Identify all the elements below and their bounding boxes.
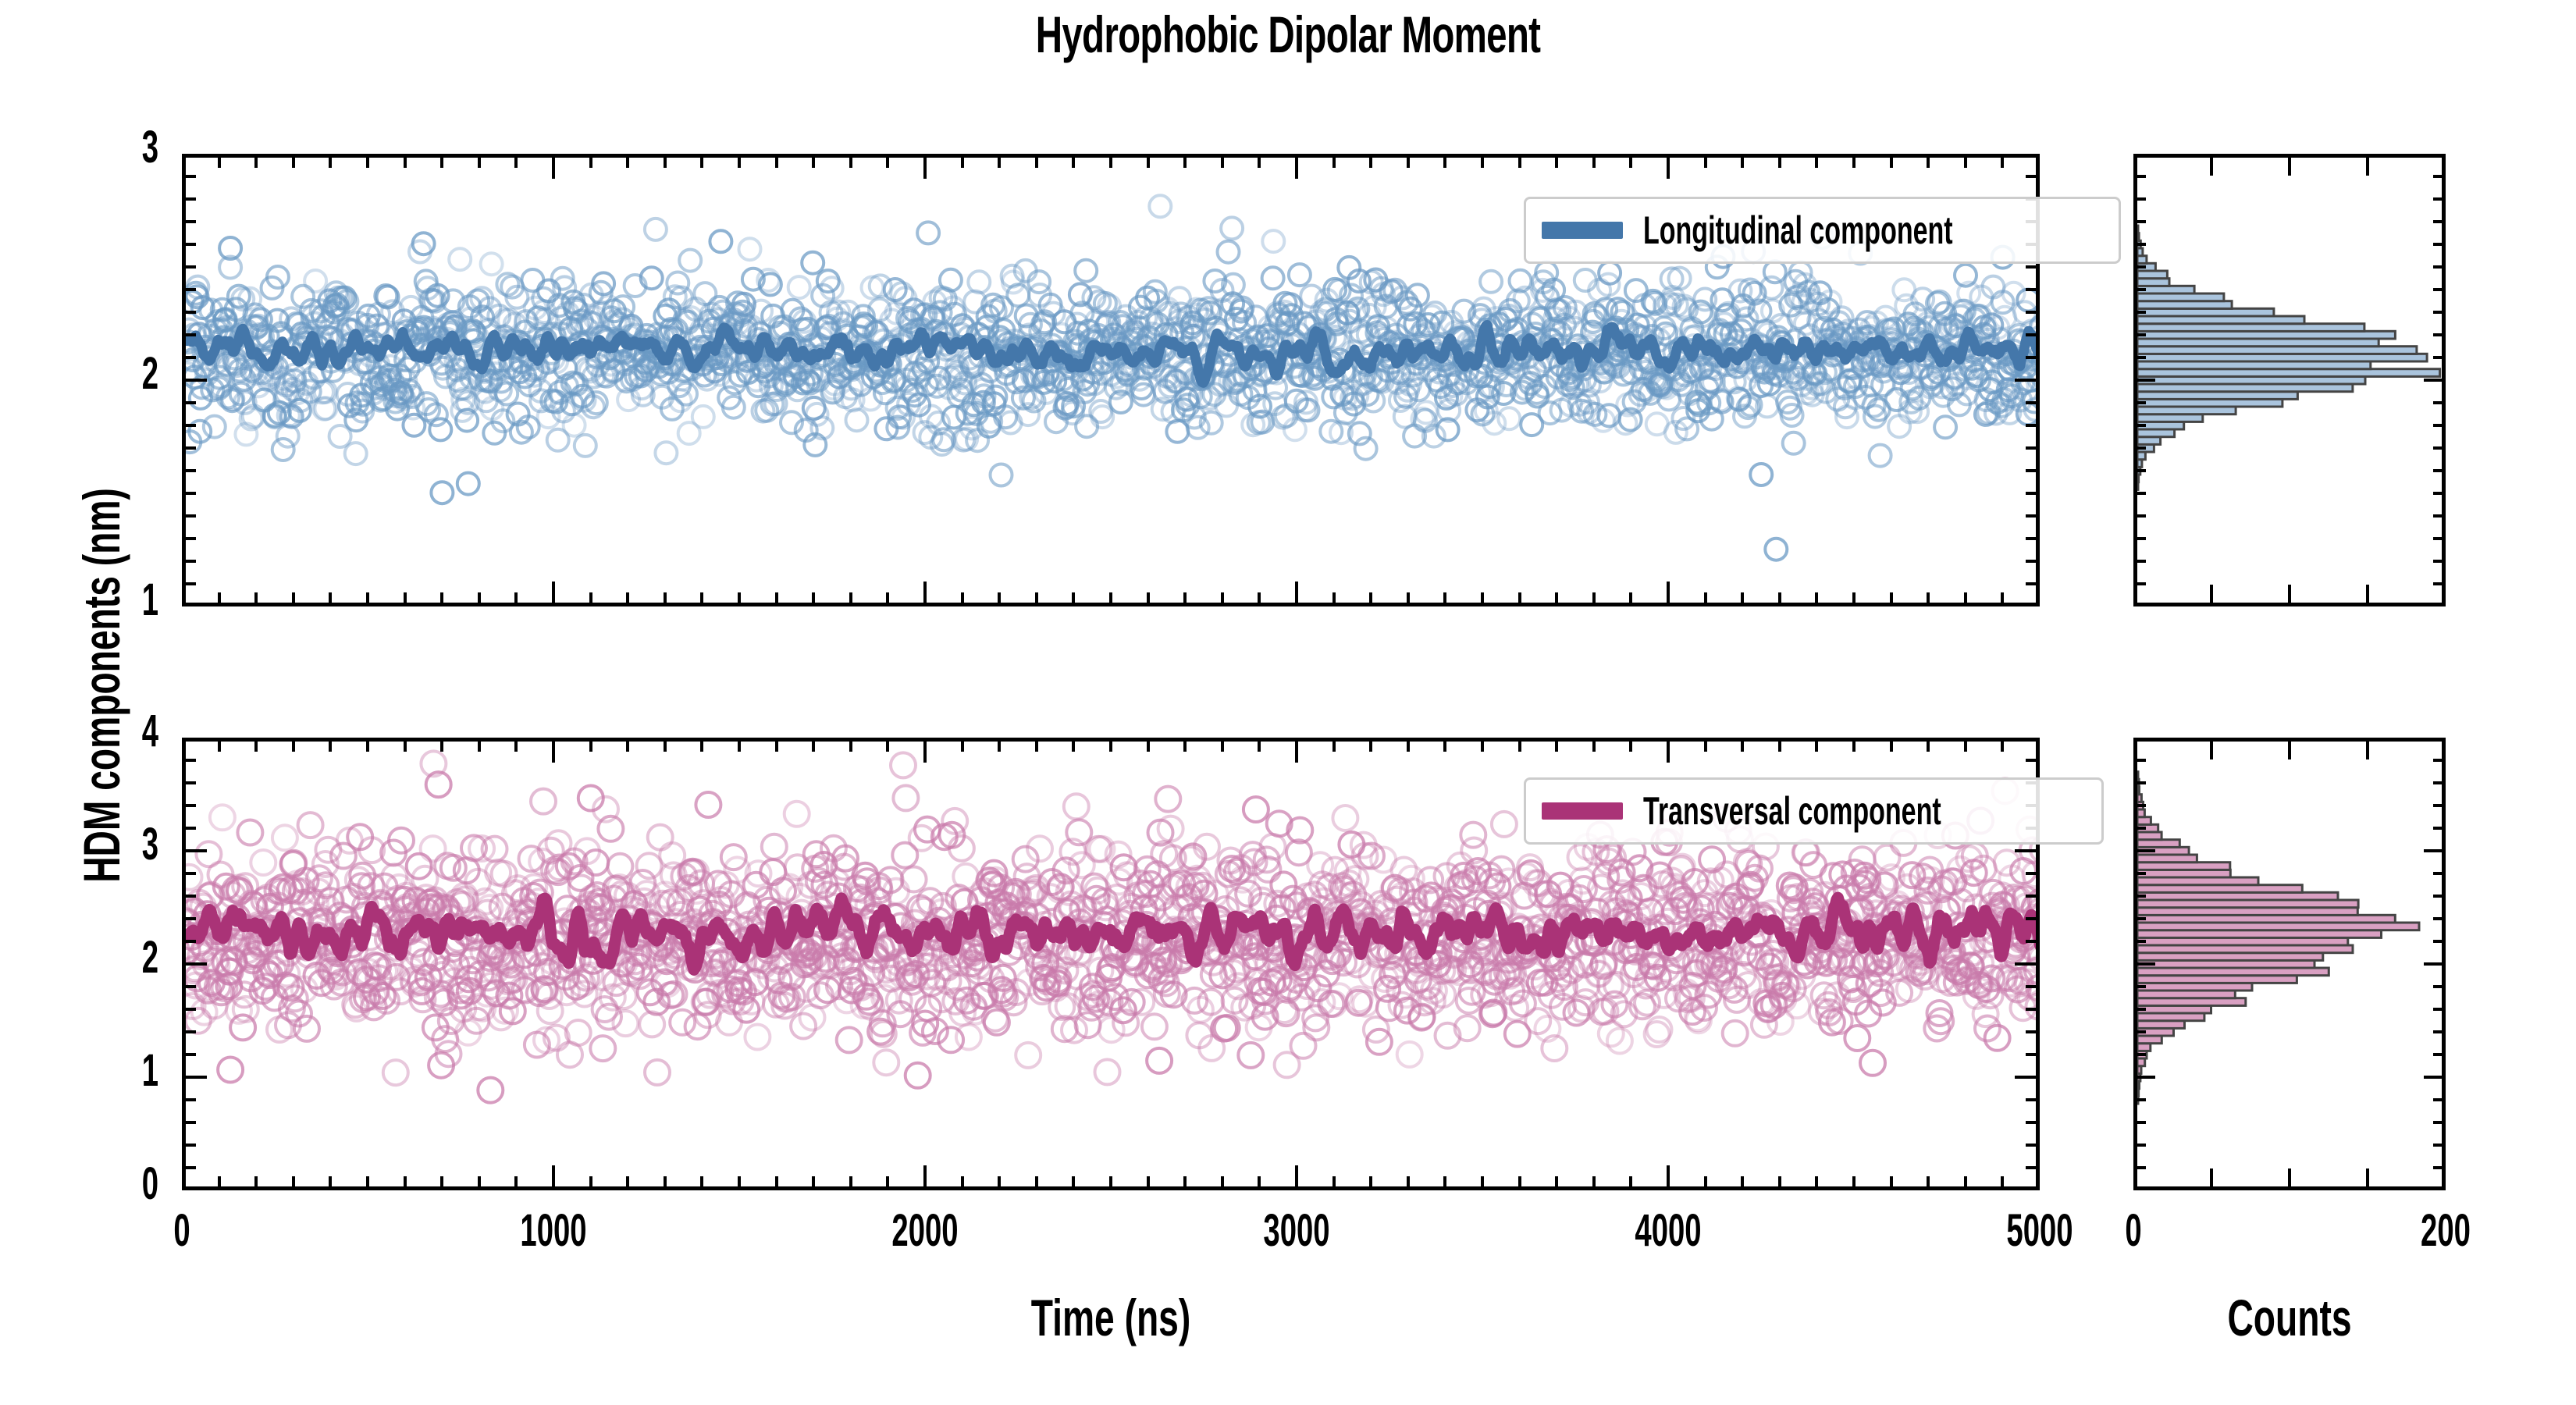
page-title: Hydrophobic Dipolar Moment xyxy=(1035,5,1541,63)
x-tick-label-2000: 2000 xyxy=(891,1205,959,1256)
x-axis-label-counts: Counts xyxy=(2227,1289,2352,1346)
legend-transversal[interactable]: Transversal component xyxy=(1524,777,2105,845)
histogram-panel-longitudinal xyxy=(2133,154,2446,606)
y-tick-label-bot-0: 0 xyxy=(141,1158,158,1209)
x-tick-label-4000: 4000 xyxy=(1635,1205,1702,1256)
legend-label-longitudinal: Longitudinal component xyxy=(1643,208,1953,252)
x-tick-label-1000: 1000 xyxy=(520,1205,587,1256)
legend-label-transversal: Transversal component xyxy=(1643,789,1941,833)
x-tick-label-counts-200: 200 xyxy=(2421,1205,2471,1256)
x-tick-label-5000: 5000 xyxy=(2006,1205,2073,1256)
histogram-panel-transversal xyxy=(2133,738,2446,1190)
x-tick-label-counts-0: 0 xyxy=(2125,1205,2142,1256)
longitudinal-scatter-plot xyxy=(186,194,2036,562)
legend-swatch-transversal xyxy=(1542,802,1623,820)
transversal-scatter-plot xyxy=(186,749,2036,1104)
legend-swatch-longitudinal xyxy=(1542,222,1623,239)
y-axis-label: HDM components (nm) xyxy=(73,488,130,883)
x-axis-label-time: Time (ns) xyxy=(1030,1289,1191,1346)
longitudinal-histogram xyxy=(2137,224,2442,491)
y-tick-label-bot-1: 1 xyxy=(141,1045,158,1096)
x-tick-label-0: 0 xyxy=(173,1205,190,1256)
legend-longitudinal[interactable]: Longitudinal component xyxy=(1524,197,2122,264)
transversal-histogram xyxy=(2137,770,2421,1105)
y-tick-label-top-3: 3 xyxy=(141,122,158,173)
x-tick-label-3000: 3000 xyxy=(1263,1205,1330,1256)
